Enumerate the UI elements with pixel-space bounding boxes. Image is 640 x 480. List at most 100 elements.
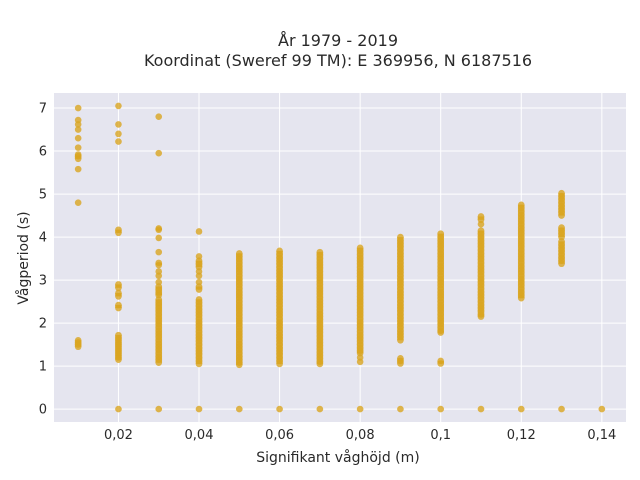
scatter-point-band (276, 273, 283, 277)
scatter-point-band (517, 207, 525, 212)
scatter-point-band (437, 320, 445, 324)
scatter-point-band (74, 156, 82, 159)
scatter-point-band (316, 358, 324, 362)
scatter-point-band (316, 361, 324, 364)
scatter-point-band (276, 344, 283, 349)
scatter-point-band (316, 335, 324, 340)
scatter-point-band (276, 286, 283, 290)
scatter-point-band (195, 341, 203, 345)
scatter-point-band (155, 308, 163, 312)
scatter-point-band (437, 360, 445, 364)
scatter-point-band (397, 320, 404, 324)
scatter-point-band (316, 345, 324, 349)
scatter-point-band (397, 311, 404, 315)
scatter-point-band (276, 328, 283, 332)
scatter-point-band (195, 354, 203, 358)
scatter-point-band (316, 316, 324, 320)
chart-title-line1: År 1979 - 2019 (278, 31, 398, 50)
scatter-point (74, 104, 82, 112)
scatter-point-band (356, 341, 364, 345)
scatter-point-band (558, 241, 565, 245)
scatter-point-band (477, 295, 485, 299)
scatter-point-band (316, 277, 324, 281)
scatter-point-band (558, 193, 565, 197)
scatter-point-band (356, 302, 364, 306)
scatter-point-band (316, 332, 324, 336)
scatter-point-band (558, 244, 565, 248)
scatter-point-band (437, 323, 445, 328)
scatter-point-band (316, 265, 324, 269)
scatter-point-band (397, 314, 404, 318)
scatter-point-band (235, 362, 243, 365)
scatter-point-band (477, 243, 485, 247)
scatter-point-band (356, 338, 364, 342)
scatter-point-band (477, 301, 485, 306)
scatter-point-band (437, 292, 445, 296)
scatter-point-band (437, 295, 445, 299)
scatter-point-band (276, 254, 283, 258)
scatter-point-band (437, 275, 445, 280)
scatter-point-band (316, 329, 324, 333)
scatter-point-band (517, 227, 525, 231)
scatter-point-band (235, 262, 243, 267)
scatter-point-band (356, 273, 364, 277)
scatter-point-band (517, 246, 525, 250)
scatter-point-band (356, 276, 364, 281)
x-tick-label: 0,06 (265, 428, 294, 443)
scatter-point-band (558, 250, 565, 255)
scatter-point-band (316, 262, 324, 266)
scatter-point-band (558, 233, 565, 238)
scatter-point-band (235, 346, 243, 350)
scatter-point (74, 121, 82, 128)
scatter-point-band (155, 305, 163, 309)
x-tick-label: 0,1 (430, 428, 451, 443)
scatter-point (115, 130, 122, 138)
scatter-point-band (276, 354, 283, 358)
scatter-point-band (356, 351, 364, 354)
scatter-point-band (437, 305, 445, 309)
scatter-point-band (517, 243, 525, 247)
scatter-point-band (356, 318, 364, 323)
scatter-point-band (437, 249, 445, 254)
scatter-point-band (558, 257, 565, 261)
scatter-point-band (155, 349, 163, 354)
x-axis-label: Signifikant våghöjd (m) (256, 449, 419, 466)
scatter-point-band (115, 355, 122, 358)
scatter-point-band (235, 279, 243, 283)
scatter-point-band (155, 359, 163, 363)
scatter-point-band (276, 299, 283, 303)
scatter-point-band (316, 255, 324, 259)
scatter-point-band (195, 357, 203, 361)
scatter-point-band (558, 260, 565, 264)
scatter-point-band (397, 249, 404, 254)
scatter-point (155, 248, 163, 256)
scatter-point (477, 405, 485, 413)
scatter-point-band (517, 230, 525, 234)
scatter-point-band (316, 284, 324, 288)
scatter-point (155, 272, 163, 280)
scatter-point-band (437, 253, 445, 257)
x-tick-label: 0,08 (346, 428, 375, 443)
scatter-point-band (558, 206, 565, 210)
scatter-point-band (437, 243, 445, 247)
scatter-point-band (195, 286, 203, 290)
scatter-point-band (397, 275, 404, 280)
scatter-point-band (517, 240, 525, 244)
scatter-point-band (235, 314, 243, 318)
scatter-point-band (316, 258, 324, 263)
scatter-point-band (517, 259, 525, 263)
scatter-point (155, 234, 163, 242)
scatter-point-band (115, 292, 122, 297)
scatter-point-band (477, 275, 485, 280)
scatter-point-band (276, 331, 283, 336)
scatter-point (276, 405, 283, 413)
scatter-point-band (155, 323, 163, 328)
scatter-point-band (356, 335, 364, 339)
scatter-point-band (155, 262, 163, 266)
scatter-point-band (195, 312, 203, 316)
scatter-point-band (517, 220, 525, 225)
scatter-point-band (235, 323, 243, 328)
scatter-point-band (356, 263, 364, 268)
y-tick-labels: 0 1 2 3 4 5 6 7 (39, 102, 47, 418)
scatter-point-band (276, 309, 283, 313)
